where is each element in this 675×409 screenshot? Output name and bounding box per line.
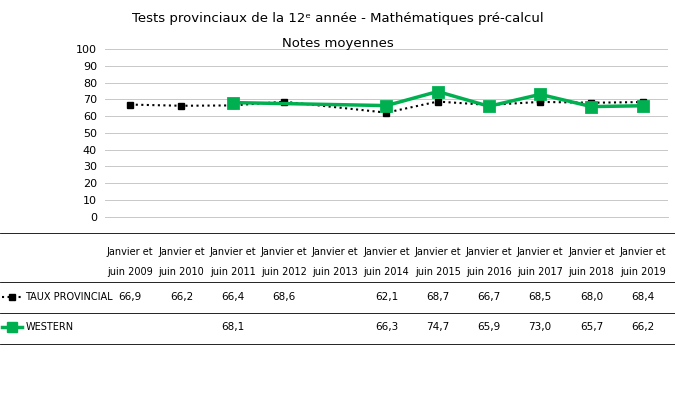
Text: 66,7: 66,7 [477, 292, 501, 301]
Text: 68,7: 68,7 [426, 292, 450, 301]
Text: Janvier et: Janvier et [466, 247, 512, 256]
Text: Janvier et: Janvier et [414, 247, 461, 256]
Text: Janvier et: Janvier et [568, 247, 615, 256]
Text: Janvier et: Janvier et [158, 247, 205, 256]
Text: Tests provinciaux de la 12ᵉ année - Mathématiques pré-calcul: Tests provinciaux de la 12ᵉ année - Math… [132, 12, 543, 25]
Text: Janvier et: Janvier et [312, 247, 358, 256]
Text: juin 2018: juin 2018 [568, 267, 614, 277]
Text: Notes moyennes: Notes moyennes [281, 37, 394, 50]
Text: Janvier et: Janvier et [517, 247, 564, 256]
Text: Janvier et: Janvier et [363, 247, 410, 256]
Text: 66,2: 66,2 [170, 292, 193, 301]
Text: 68,5: 68,5 [529, 292, 551, 301]
Text: WESTERN: WESTERN [26, 322, 74, 332]
Text: TAUX PROVINCIAL: TAUX PROVINCIAL [26, 292, 113, 301]
Text: Janvier et: Janvier et [209, 247, 256, 256]
Text: juin 2015: juin 2015 [414, 267, 460, 277]
Text: Janvier et: Janvier et [620, 247, 666, 256]
Text: 62,1: 62,1 [375, 292, 398, 301]
Text: 68,6: 68,6 [272, 292, 296, 301]
Text: juin 2019: juin 2019 [620, 267, 666, 277]
Text: juin 2013: juin 2013 [313, 267, 358, 277]
Text: 73,0: 73,0 [529, 322, 551, 332]
Text: 66,3: 66,3 [375, 322, 398, 332]
Text: 68,1: 68,1 [221, 322, 244, 332]
Text: Janvier et: Janvier et [107, 247, 153, 256]
Text: 65,7: 65,7 [580, 322, 603, 332]
Text: juin 2014: juin 2014 [364, 267, 409, 277]
Text: Janvier et: Janvier et [261, 247, 307, 256]
Text: juin 2012: juin 2012 [261, 267, 307, 277]
Text: juin 2011: juin 2011 [210, 267, 256, 277]
Text: 68,0: 68,0 [580, 292, 603, 301]
Text: juin 2017: juin 2017 [517, 267, 563, 277]
Text: 74,7: 74,7 [426, 322, 450, 332]
Text: juin 2010: juin 2010 [159, 267, 205, 277]
Text: 66,4: 66,4 [221, 292, 244, 301]
Text: 66,9: 66,9 [119, 292, 142, 301]
Text: juin 2009: juin 2009 [107, 267, 153, 277]
Text: 66,2: 66,2 [631, 322, 654, 332]
Text: juin 2016: juin 2016 [466, 267, 512, 277]
Text: 65,9: 65,9 [477, 322, 501, 332]
Text: 68,4: 68,4 [631, 292, 654, 301]
